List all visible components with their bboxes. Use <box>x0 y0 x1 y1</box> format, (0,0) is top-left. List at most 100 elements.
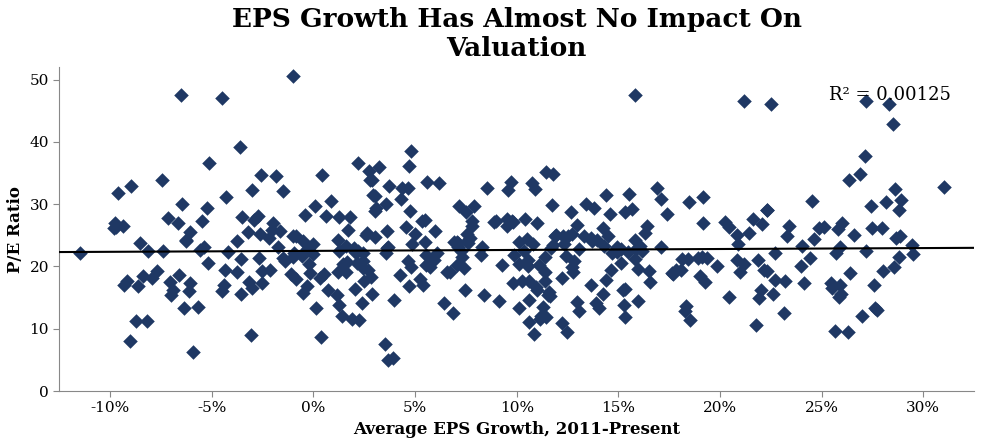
Point <box>110 190 126 197</box>
Point <box>874 225 890 232</box>
Point <box>459 238 475 245</box>
Point <box>741 229 756 236</box>
Point <box>690 255 705 262</box>
Point <box>795 242 810 249</box>
Point <box>332 302 347 309</box>
Point <box>269 173 284 180</box>
Point <box>254 279 270 287</box>
Point <box>693 272 708 279</box>
Point <box>842 269 857 276</box>
Point <box>403 148 419 155</box>
Point <box>336 261 351 268</box>
Point <box>831 293 847 300</box>
Point <box>135 272 151 279</box>
Point <box>360 267 376 274</box>
Point <box>558 252 574 259</box>
Point <box>140 247 156 255</box>
Point <box>412 276 428 283</box>
Point <box>475 243 490 251</box>
Point <box>560 232 576 239</box>
Point <box>559 329 575 336</box>
Point <box>505 218 521 225</box>
Point <box>419 178 435 185</box>
Point <box>123 182 138 189</box>
Point <box>287 276 303 283</box>
Point <box>802 254 818 261</box>
Point <box>500 186 516 194</box>
Point <box>524 180 540 187</box>
Point <box>214 95 230 102</box>
Point <box>709 262 725 269</box>
Point <box>584 235 599 242</box>
Point <box>334 312 349 320</box>
Point <box>450 239 466 247</box>
Point <box>217 266 232 273</box>
Point <box>668 266 684 273</box>
Point <box>453 247 469 255</box>
Point <box>422 263 438 271</box>
Point <box>598 277 614 284</box>
Point <box>631 266 646 273</box>
Point <box>246 216 262 223</box>
Point <box>542 292 558 299</box>
Point <box>616 302 632 309</box>
Point <box>251 254 267 261</box>
Point <box>184 348 200 355</box>
Point <box>154 177 170 184</box>
Point <box>721 293 737 300</box>
Point <box>617 313 633 320</box>
Point <box>252 231 268 238</box>
Point <box>730 240 746 247</box>
Point <box>620 248 636 255</box>
Point <box>349 259 365 267</box>
Point <box>697 279 713 286</box>
Point <box>230 268 245 275</box>
Point <box>763 101 779 108</box>
Point <box>863 203 879 210</box>
Point <box>617 208 633 215</box>
Point <box>599 233 615 240</box>
Point <box>372 164 387 171</box>
Point <box>358 231 374 239</box>
Point <box>192 247 208 254</box>
Point <box>363 176 379 183</box>
Point <box>597 191 613 198</box>
Point <box>355 249 371 256</box>
Point <box>609 243 625 250</box>
Point <box>579 200 594 207</box>
Point <box>155 247 171 254</box>
Point <box>642 278 657 285</box>
Point <box>832 282 848 289</box>
Point <box>271 243 286 250</box>
Point <box>407 230 423 237</box>
Point <box>637 230 652 237</box>
Point <box>751 295 767 302</box>
Point <box>514 278 530 285</box>
Point <box>680 256 696 263</box>
Point <box>264 227 280 234</box>
Point <box>891 253 906 260</box>
Point <box>627 92 643 99</box>
Point <box>380 243 395 250</box>
Point <box>525 240 541 247</box>
Title: EPS Growth Has Almost No Impact On
Valuation: EPS Growth Has Almost No Impact On Valua… <box>232 7 801 61</box>
Point <box>230 238 245 245</box>
Point <box>367 233 383 240</box>
Point <box>359 229 375 236</box>
Point <box>613 245 629 252</box>
Point <box>936 184 952 191</box>
Point <box>516 248 532 255</box>
Point <box>379 227 394 235</box>
Point <box>528 186 543 193</box>
Point <box>123 338 138 345</box>
Point <box>779 233 795 240</box>
Point <box>677 308 693 315</box>
Point <box>232 143 247 150</box>
Point <box>521 318 537 325</box>
Point <box>179 237 194 244</box>
Point <box>458 209 474 216</box>
Point <box>165 286 181 293</box>
Point <box>824 280 840 287</box>
Point <box>163 291 179 298</box>
Point <box>378 250 393 257</box>
